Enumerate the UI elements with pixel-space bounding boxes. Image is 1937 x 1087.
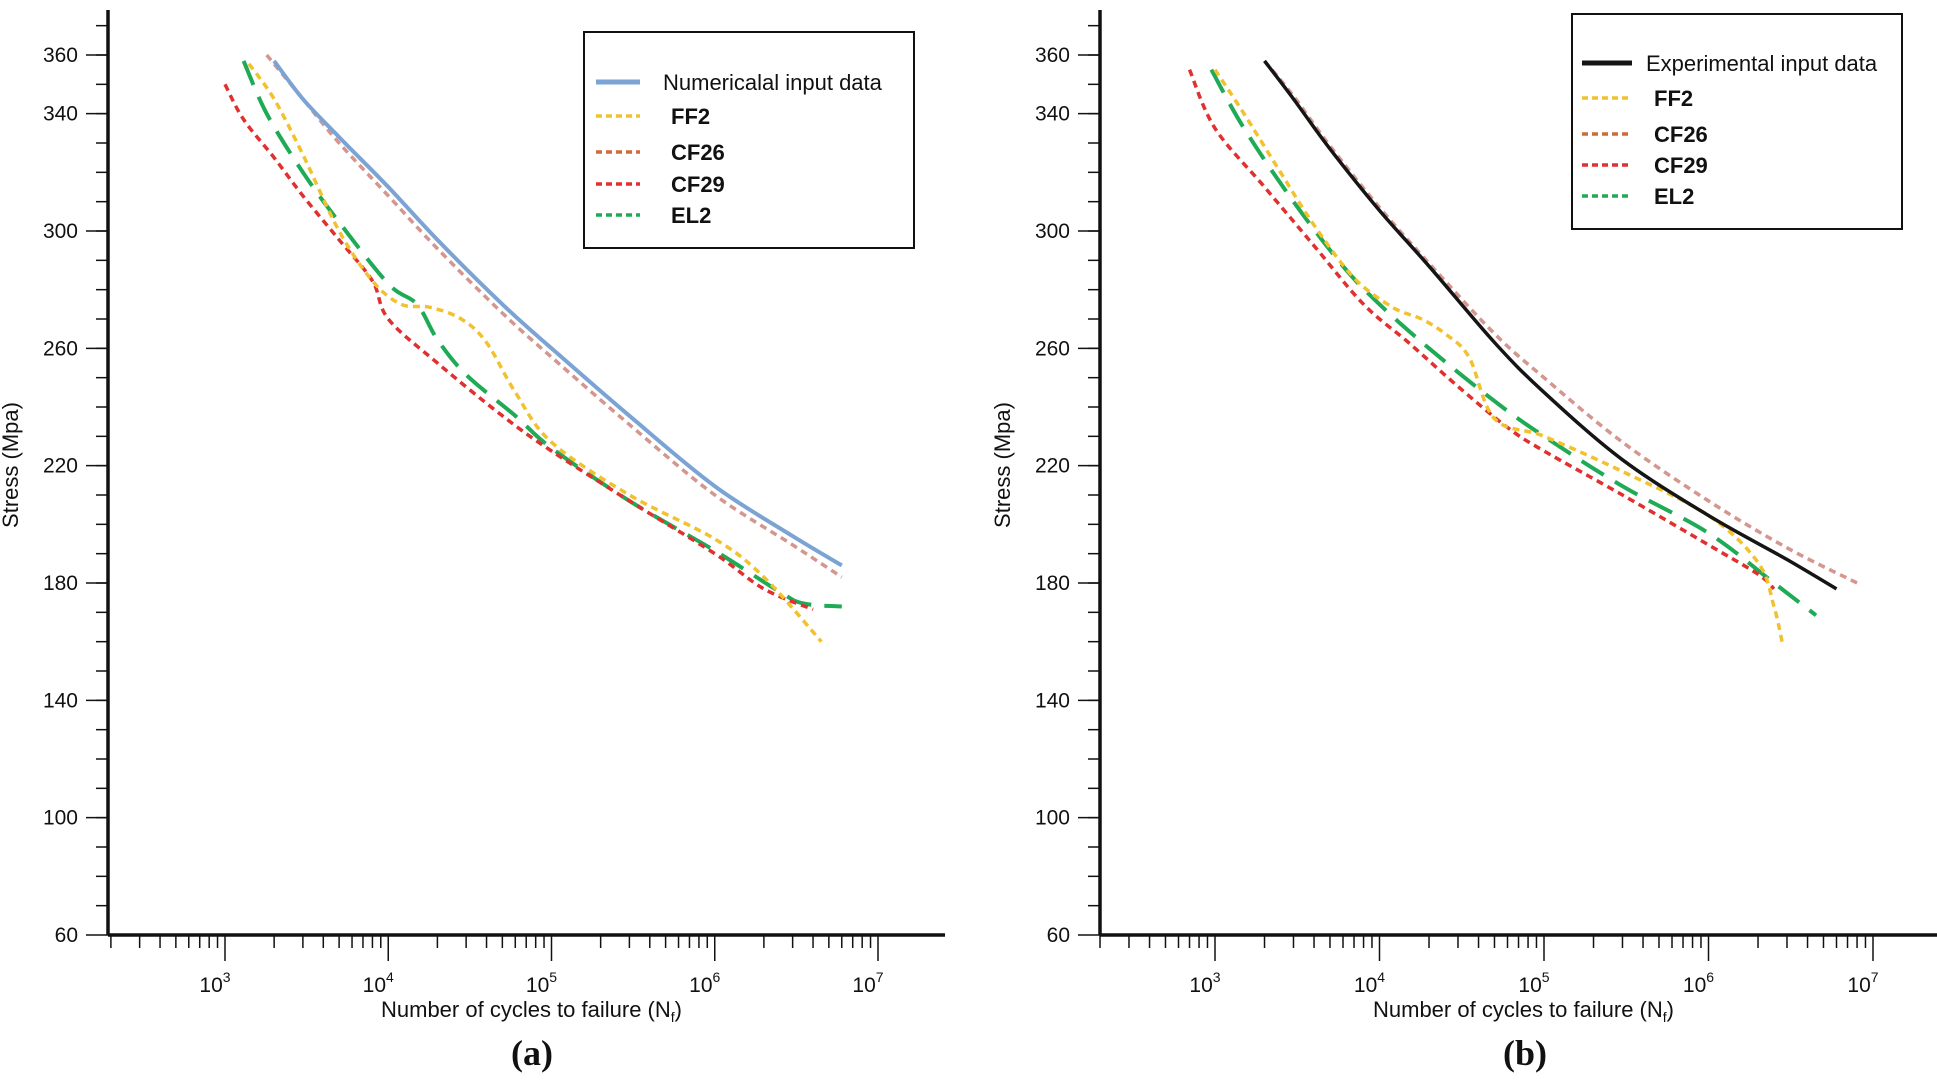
chart-a-series-el2: [241, 60, 842, 609]
chart-a-y-axis-label: Stress (Mpa): [0, 402, 23, 528]
chart-b-y-tick-label: 140: [1035, 689, 1070, 712]
chart-a-y-tick-label: 360: [43, 44, 78, 67]
chart-b-y-tick-label: 100: [1035, 807, 1070, 830]
chart-b-series-cf26: [1263, 59, 1858, 585]
chart-b-y-tick-label: 340: [1035, 103, 1070, 126]
chart-b-x-tick-label: 107: [1847, 969, 1878, 997]
chart-a-legend-label: CF26: [671, 140, 725, 165]
chart-b-series-ff2: [1213, 68, 1784, 643]
chart-a-x-tick-label: 103: [199, 969, 230, 997]
chart-b-x-tick-label: 105: [1518, 969, 1549, 997]
chart-a-legend-label: CF29: [671, 172, 725, 197]
chart-a-y-tick-label: 140: [43, 689, 78, 712]
chart-b-legend-label: CF29: [1654, 153, 1708, 178]
chart-b-y-tick-label: 360: [1035, 44, 1070, 67]
chart-b-y-tick-label: 220: [1035, 455, 1070, 478]
chart-a-y-tick-label: 220: [43, 455, 78, 478]
chart-b-y-tick-label: 260: [1035, 337, 1070, 360]
chart-a-x-tick-label: 104: [363, 969, 394, 997]
chart-b-legend-label: CF26: [1654, 122, 1708, 147]
chart-b-panel-label: (b): [1503, 1033, 1547, 1073]
chart-a-series-ff2: [247, 62, 823, 643]
chart-a-y-tick-label: 100: [43, 807, 78, 830]
chart-b-legend-label: Experimental input data: [1646, 51, 1878, 76]
chart-a-panel-label: (a): [511, 1033, 553, 1073]
chart-a-legend-label: Numericalal input data: [663, 70, 883, 95]
chart-b-y-tick-label: 60: [1047, 924, 1070, 947]
chart-a-y-tick-label: 340: [43, 103, 78, 126]
chart-a-y-tick-label: 180: [43, 572, 78, 595]
chart-a-legend-label: FF2: [671, 104, 710, 129]
chart-a-series-cf29: [223, 83, 814, 612]
chart-a-legend-box: [583, 31, 915, 249]
chart-a-y-tick-label: 260: [43, 337, 78, 360]
chart-b-x-axis-label: Number of cycles to failure (Nf): [1373, 997, 1674, 1025]
chart-b-y-axis-label: Stress (Mpa): [990, 402, 1015, 528]
chart-b-legend-box: [1571, 13, 1903, 230]
chart-a-legend-label: EL2: [671, 203, 711, 228]
chart-b-x-tick-label: 104: [1354, 969, 1385, 997]
chart-a-x-tick-label: 105: [526, 969, 557, 997]
chart-b-series-experimental-input-data: [1263, 59, 1838, 591]
chart-b-x-tick-label: 106: [1683, 969, 1714, 997]
chart-a-x-tick-label: 106: [689, 969, 720, 997]
chart-b-legend: Experimental input data FF2 CF26 CF29 EL2: [1571, 13, 1903, 230]
chart-b-legend-label: FF2: [1654, 86, 1693, 111]
chart-a-y-tick-label: 300: [43, 220, 78, 243]
chart-b-series-cf29: [1187, 68, 1776, 591]
chart-b-y-tick-label: 180: [1035, 572, 1070, 595]
chart-b-series-el2: [1209, 68, 1818, 617]
chart-a-series-numericalal-input-data: [272, 59, 843, 568]
chart-b: 60 100 140 180 220 260 300 340 360 103 104 105 106 10…: [990, 10, 1937, 1073]
chart-a: 60 100 140 180 220 260 300 340 360 103 104 105 106 10…: [0, 10, 945, 1073]
chart-a-series-cf26: [265, 53, 843, 579]
chart-b-legend-label: EL2: [1654, 184, 1694, 209]
chart-b-y-tick-label: 300: [1035, 220, 1070, 243]
chart-a-x-tick-label: 107: [852, 969, 883, 997]
chart-b-x-tick-label: 103: [1189, 969, 1220, 997]
chart-a-legend: Numericalal input data FF2 CF26 CF29 EL2: [583, 31, 915, 249]
chart-a-x-axis-label: Number of cycles to failure (Nf): [381, 997, 682, 1025]
chart-a-y-tick-label: 60: [55, 924, 78, 947]
